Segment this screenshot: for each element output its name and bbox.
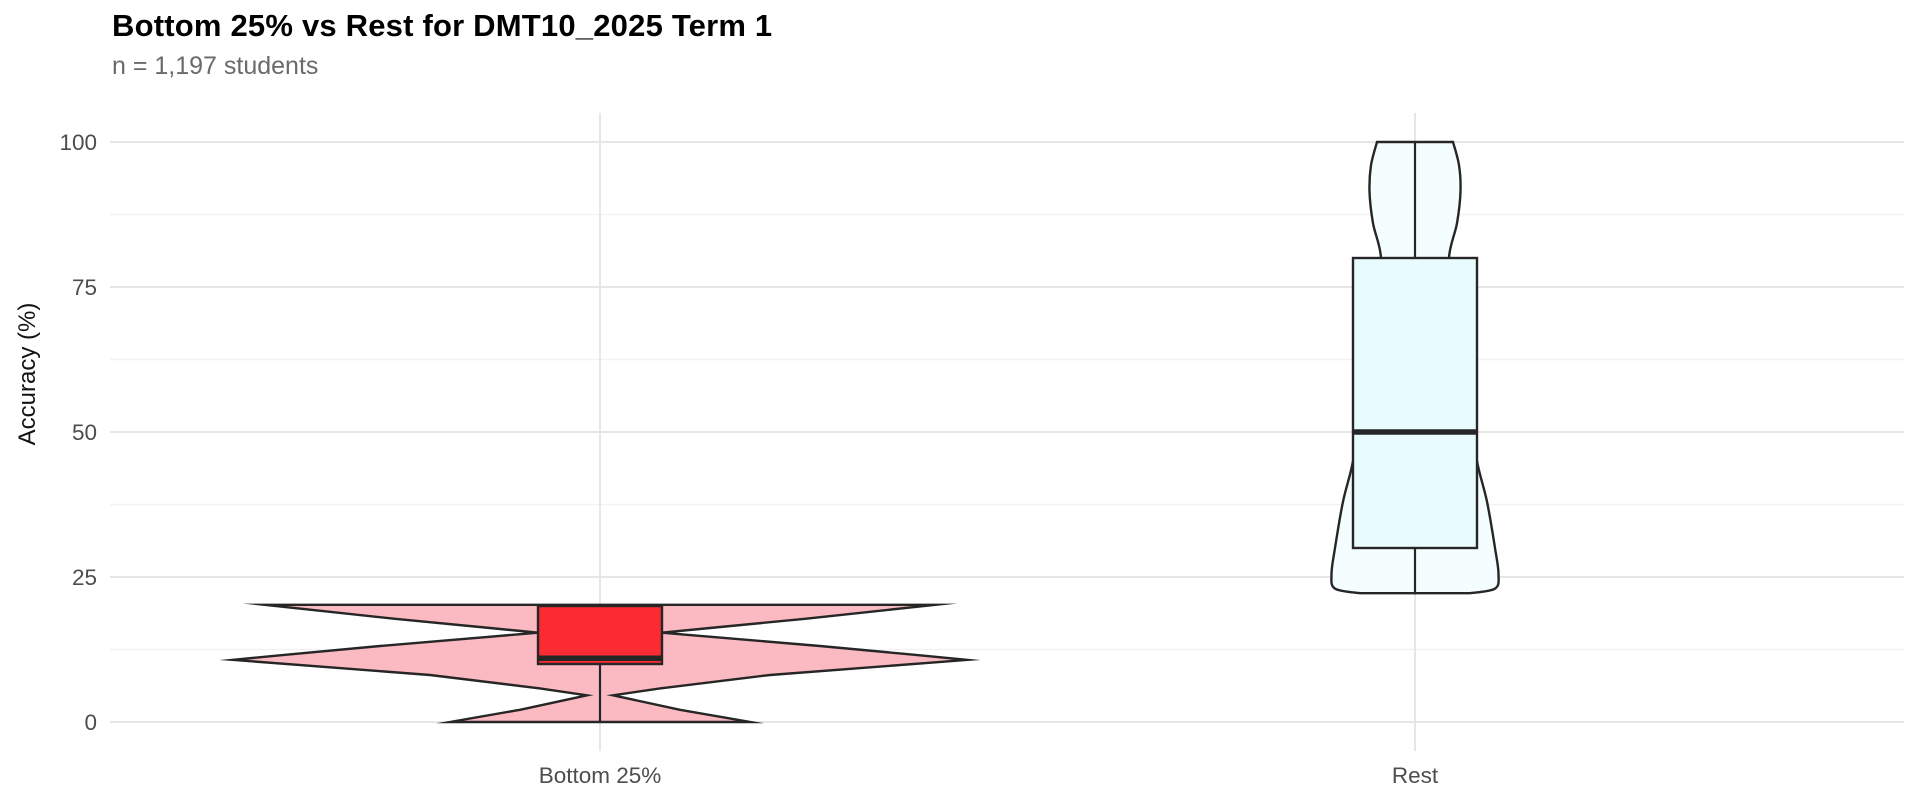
box-bottom-25- bbox=[536, 604, 664, 666]
y-tick-label: 25 bbox=[72, 565, 97, 590]
x-category-label: Rest bbox=[1392, 763, 1439, 788]
x-category-label: Bottom 25% bbox=[539, 763, 662, 788]
chart-subtitle: n = 1,197 students bbox=[112, 52, 319, 80]
y-tick-label: 0 bbox=[84, 710, 97, 735]
y-tick-label: 100 bbox=[59, 130, 97, 155]
y-tick-label: 75 bbox=[72, 275, 97, 300]
y-tick-label: 50 bbox=[72, 420, 97, 445]
chart-title: Bottom 25% vs Rest for DMT10_2025 Term 1 bbox=[112, 8, 773, 43]
box-rest bbox=[1351, 256, 1479, 550]
